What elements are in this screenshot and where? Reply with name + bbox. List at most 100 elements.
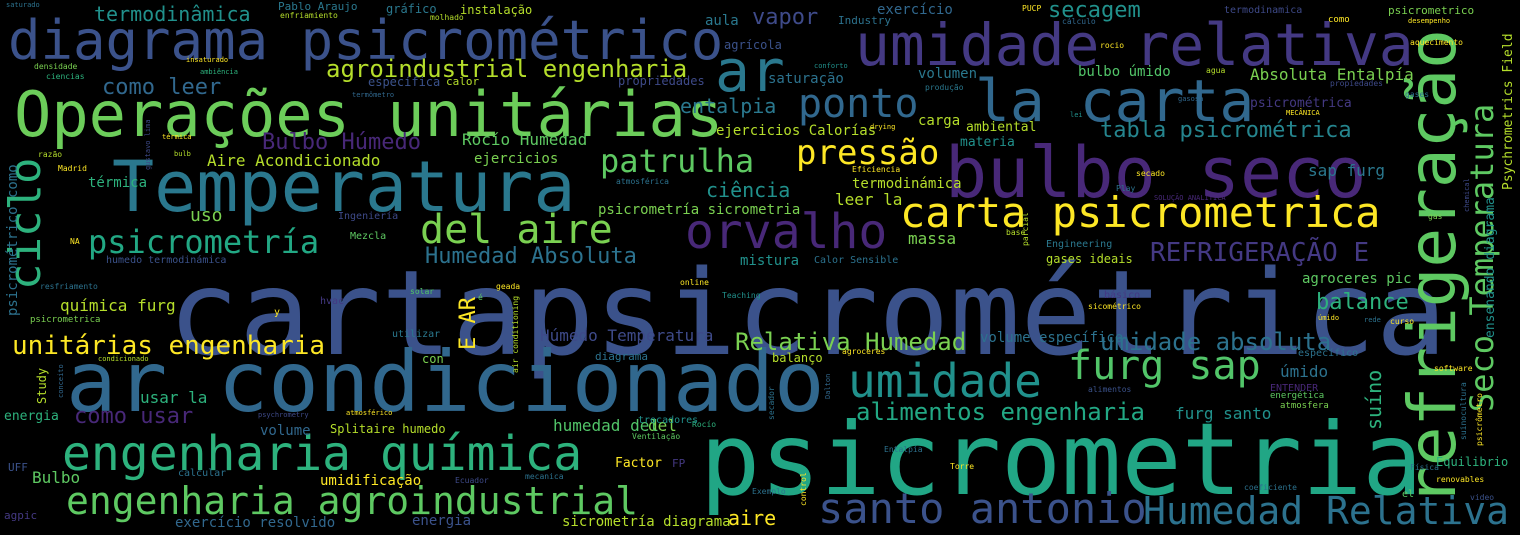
word-cloud-word: gases (1405, 90, 1430, 99)
word-cloud-word: atmosférica (616, 177, 669, 186)
word-cloud-word: orvalho (685, 204, 888, 260)
word-cloud-word: Factor (615, 456, 662, 471)
word-cloud-word: Bulbo (32, 468, 81, 487)
word-cloud-word: volume (260, 423, 311, 439)
word-cloud-word: desempenho (1408, 17, 1451, 25)
word-cloud-word: ensenando diagrama (1483, 197, 1498, 338)
word-cloud-word: E AR (456, 297, 481, 350)
word-cloud-word: carta psicrometrica (900, 188, 1381, 237)
word-cloud-word: entalpia (680, 94, 777, 118)
word-cloud-word: furg santo (1175, 404, 1272, 423)
word-cloud-word: atmosfera (1280, 401, 1329, 411)
word-cloud-word: bulbo úmido (1078, 64, 1171, 80)
word-cloud-word: furg sap (1068, 343, 1261, 389)
word-cloud-word: razão (38, 150, 63, 159)
word-cloud-word: Calor Sensible (814, 255, 899, 266)
word-cloud-word: calcular (178, 468, 227, 479)
word-cloud-word: psicrometrico (1388, 4, 1475, 17)
word-cloud-word: úmido (1280, 362, 1329, 381)
word-cloud-word: como usar (74, 404, 194, 429)
word-cloud-word: psicrometria (700, 401, 1423, 518)
word-cloud-word: vapor (752, 5, 819, 30)
word-cloud-word: Exemplo (752, 487, 786, 496)
word-cloud-word: mistura (740, 253, 800, 269)
word-cloud-word: balanço (772, 351, 823, 365)
word-cloud-word: drying (870, 123, 896, 131)
word-cloud-word: ejercicios (474, 151, 559, 167)
word-cloud-word: agroindustrial engenharia (326, 55, 688, 83)
word-cloud-word: exercício resolvido (175, 515, 336, 531)
word-cloud-word: térmica (162, 133, 192, 141)
word-cloud-word: PUCP (1022, 4, 1042, 13)
word-cloud-word: diagrama psicrométrico (8, 9, 724, 72)
word-cloud-word: REFRIGERAÇÃO E (1150, 238, 1370, 268)
word-cloud-word: geada (496, 282, 521, 291)
word-cloud-word: carga (918, 113, 961, 129)
word-cloud-word: como leer (102, 75, 222, 100)
word-cloud-word: Física (1410, 463, 1439, 472)
word-cloud-word: Splitaire humedo (330, 422, 446, 436)
word-cloud-word: UFF (8, 461, 28, 474)
word-cloud-word: FP (672, 457, 686, 470)
word-cloud-word: propriedades (618, 74, 705, 88)
word-cloud-word: tabla psicrométrica (1100, 118, 1352, 143)
word-cloud-word: gráfico (386, 2, 437, 16)
word-cloud-word: mecanica (525, 472, 564, 481)
word-cloud-word: online (680, 278, 709, 287)
word-cloud-word: Ecuador (455, 476, 489, 485)
word-cloud-word: aire (728, 506, 777, 530)
word-cloud-word: Relativa Humedad (735, 328, 967, 356)
word-cloud-word: hvac (320, 296, 345, 307)
word-cloud-word: chemical (1463, 178, 1471, 212)
word-cloud-word: Absoluta Entalpía (1250, 65, 1414, 84)
word-cloud-word: umidade absoluta (1100, 328, 1332, 356)
word-cloud-word: pressão (796, 133, 940, 173)
word-cloud-word: Eficiencia (852, 165, 901, 174)
word-cloud-word: del aire (420, 207, 613, 253)
word-cloud-word: renovables (1436, 475, 1485, 484)
word-cloud-word: Bulbo Húmedo (262, 130, 421, 155)
word-cloud-word: massa (908, 229, 957, 248)
word-cloud-word: termômetro (352, 91, 395, 99)
word-cloud-word: Aire Acondicionado (207, 151, 381, 170)
word-cloud-word: curso (1390, 317, 1415, 326)
word-cloud-word: conceito (57, 364, 65, 398)
word-cloud-word: saturado (6, 1, 40, 9)
word-cloud-word: psicrômetro (1475, 393, 1484, 446)
word-cloud-word: umidade relativa (855, 11, 1414, 79)
word-cloud-word: psicrométrica (1250, 96, 1352, 111)
word-cloud-word: termodinâmica (94, 2, 251, 26)
word-cloud-word: rede (1364, 316, 1381, 324)
word-cloud-word: agua (1206, 66, 1226, 75)
word-cloud-word: densidade (34, 62, 78, 71)
word-cloud-word: condicionado (98, 355, 149, 363)
word-cloud-word: ar (715, 37, 785, 105)
word-cloud-word: atmosférico (346, 409, 393, 417)
word-cloud-word: SOLUÇÃO ANALÍTICA (1154, 194, 1226, 202)
word-cloud-word: psicrometría (88, 223, 320, 261)
word-cloud-word: leer la (835, 190, 903, 209)
word-cloud-word: video (1470, 493, 1495, 502)
word-cloud-word: NA (70, 237, 80, 246)
word-cloud-word: ciência (706, 178, 791, 202)
word-cloud-word: unitárias engenharia (12, 331, 326, 361)
word-cloud-word: suíno (1362, 369, 1386, 430)
word-cloud-word: volume específico (980, 330, 1124, 346)
word-cloud-word: suinocultura (1459, 382, 1468, 440)
word-cloud-word: utilizar (392, 329, 441, 340)
word-cloud-word: energética (1270, 391, 1325, 401)
word-cloud-word: usar la (140, 388, 208, 407)
word-cloud-word: ciencias (46, 72, 85, 81)
word-cloud-word: Torre (950, 462, 975, 471)
word-cloud-word: secador (767, 386, 776, 420)
word-cloud-word: específica (368, 75, 441, 89)
word-cloud-word: control (799, 472, 808, 506)
word-cloud-word: termodinamica (1224, 5, 1303, 16)
word-cloud-word: conforto (814, 62, 848, 70)
word-cloud-word: diagrama (595, 350, 648, 363)
word-cloud-word: Mezcla (350, 231, 387, 242)
word-cloud-word: Ingeniería (338, 211, 399, 222)
word-cloud-word: básico (1104, 290, 1141, 301)
word-cloud-word: molhado (430, 13, 464, 22)
